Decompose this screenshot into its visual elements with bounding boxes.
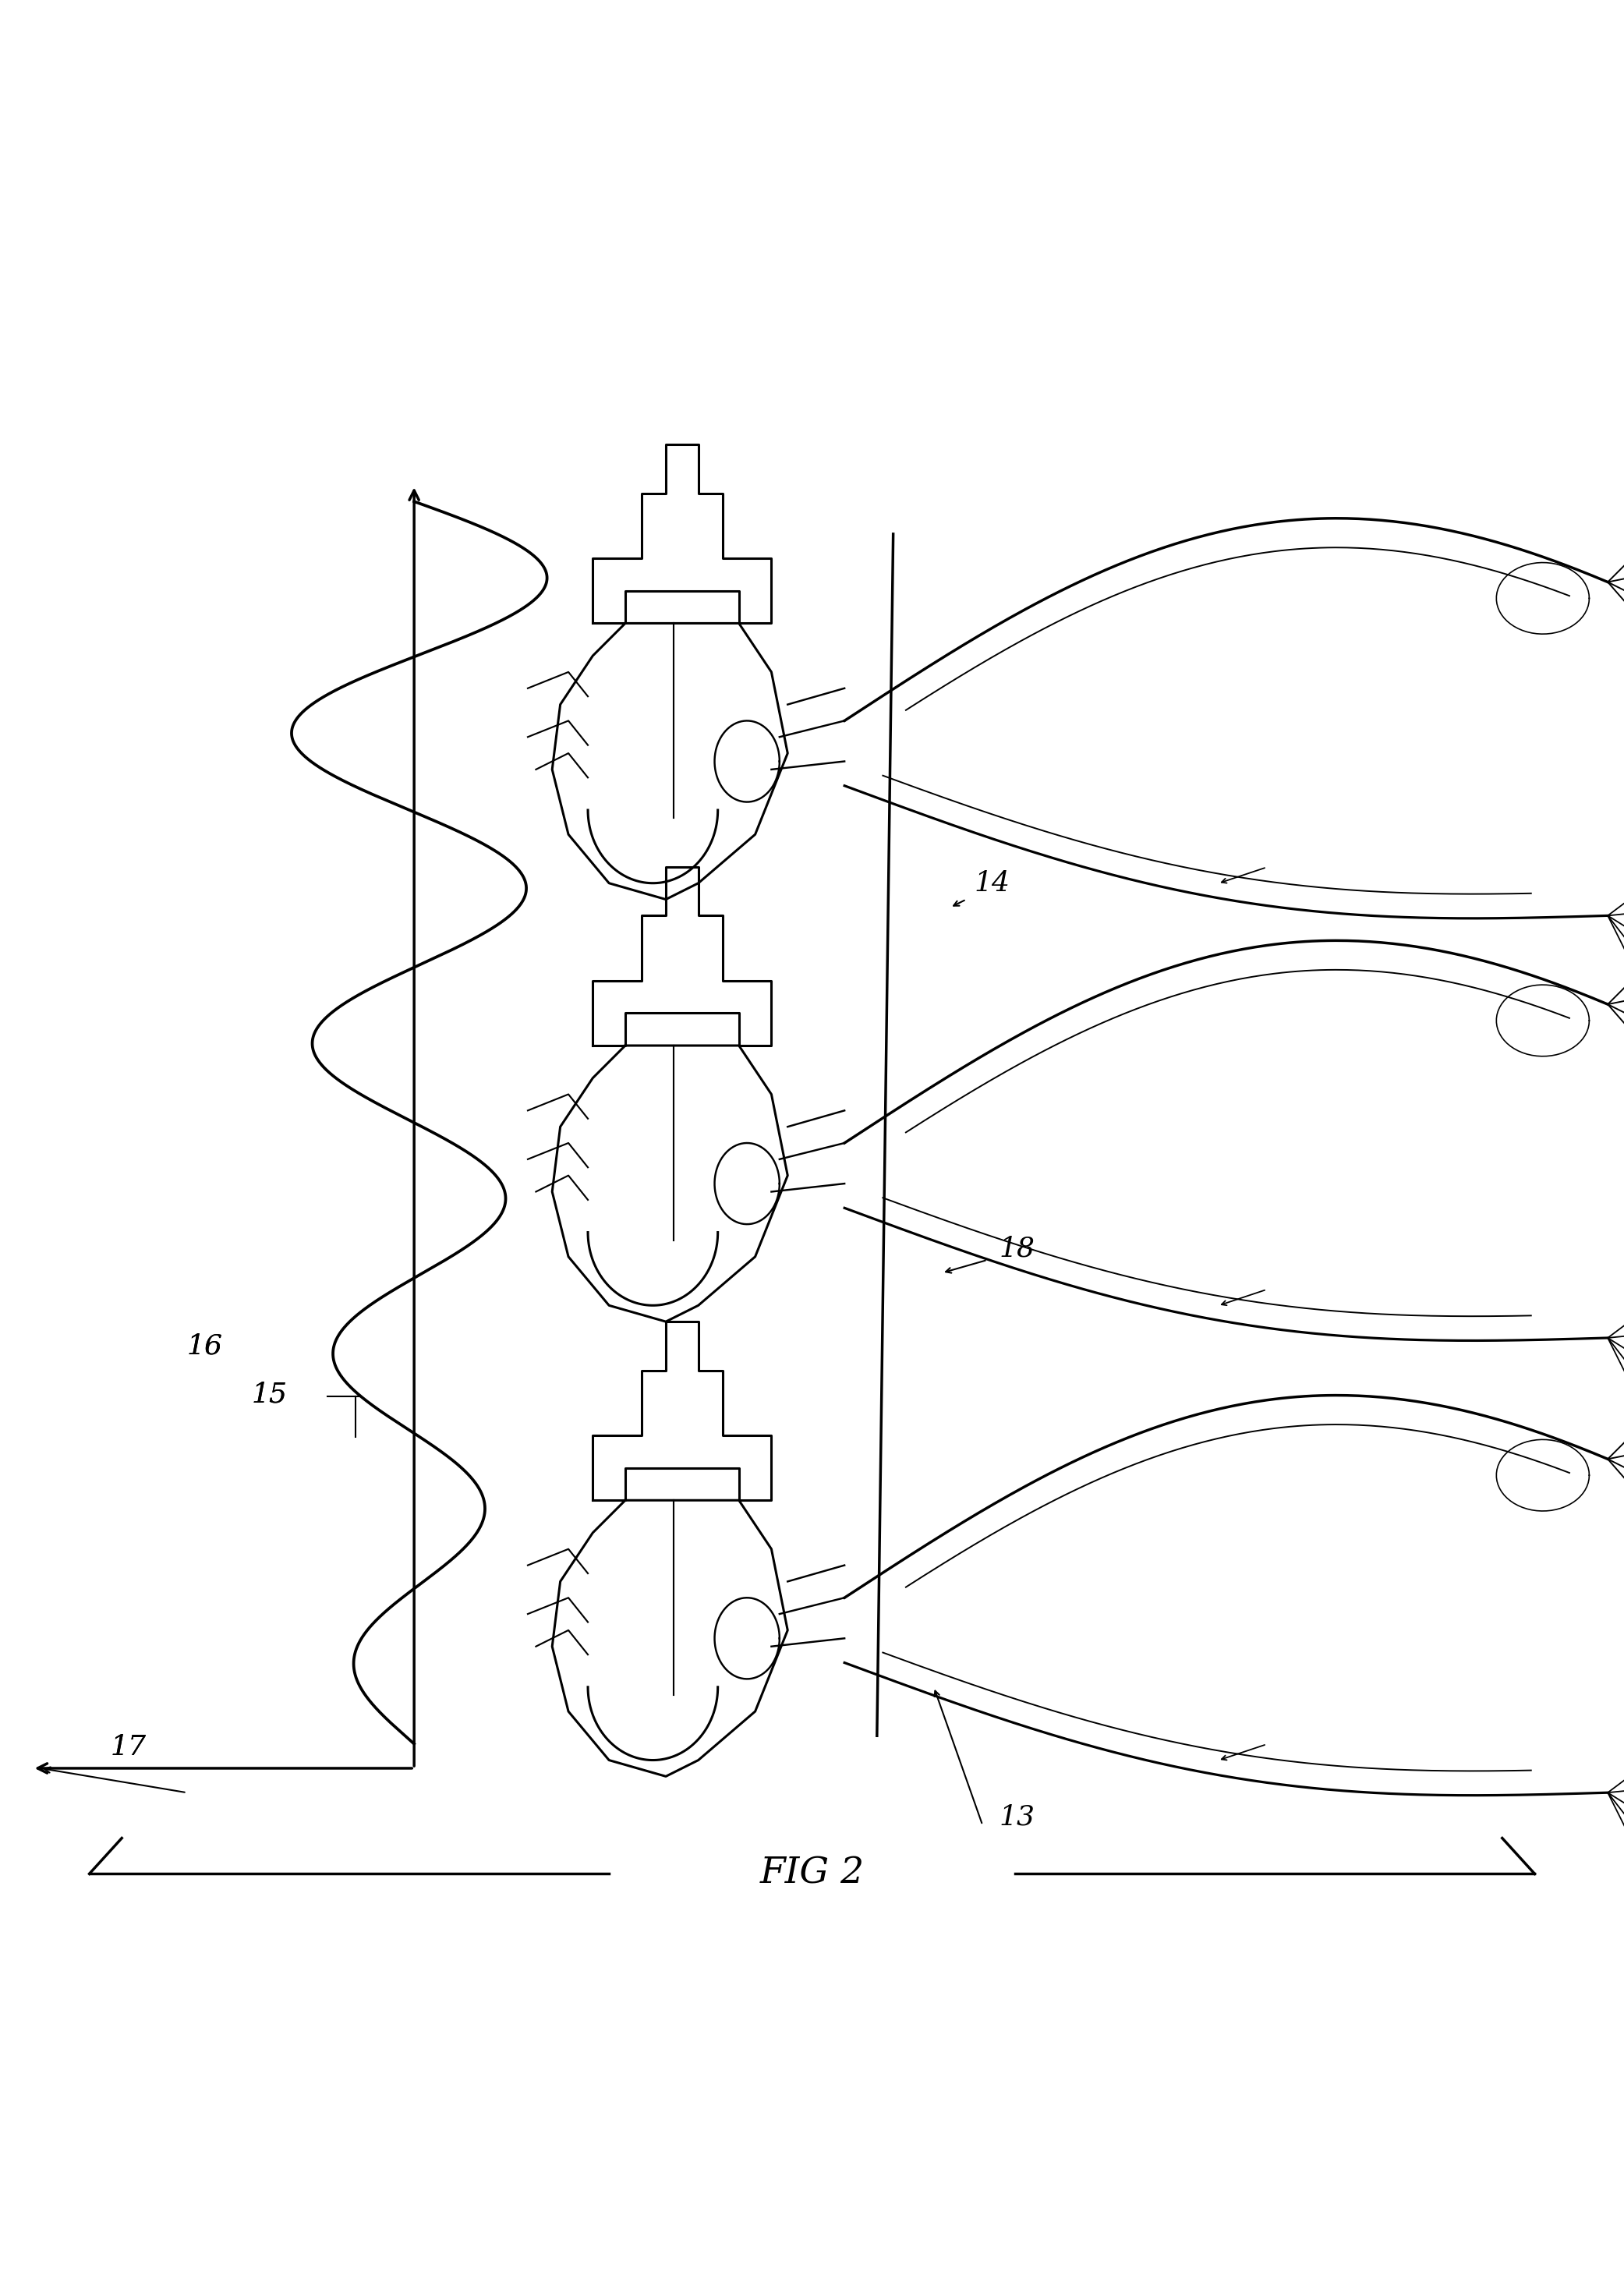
Text: 15: 15 [252,1381,287,1408]
Text: 13: 13 [999,1804,1034,1831]
Text: 15: 15 [252,1381,287,1408]
Text: 17: 17 [110,1733,146,1760]
Text: FIG 2: FIG 2 [760,1856,864,1891]
Text: 16: 16 [187,1333,222,1360]
Text: 18: 18 [999,1234,1034,1262]
Text: 17: 17 [110,1733,146,1760]
Text: 14: 14 [974,871,1010,896]
Text: 16: 16 [187,1333,222,1360]
